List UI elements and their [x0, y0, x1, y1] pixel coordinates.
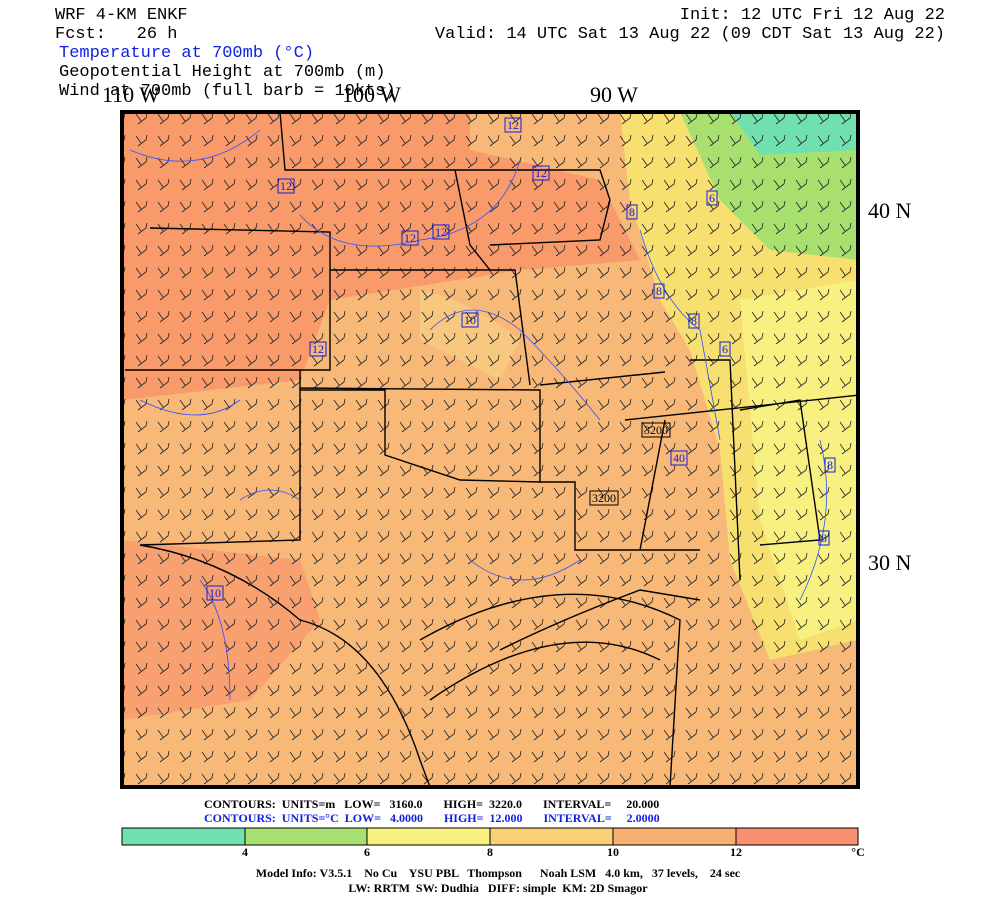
longitude-label: 90 W — [590, 82, 638, 107]
contour-label-box — [504, 117, 522, 133]
model-name: WRF 4-KM ENKF — [55, 6, 188, 25]
colorbar-label: 12 — [730, 845, 742, 859]
contour-label-box — [688, 313, 700, 329]
colorbar — [121, 827, 859, 846]
field-label: Wind at 700mb (full barb = 10kts) — [59, 82, 396, 101]
longitude-label: 100 W — [342, 82, 401, 107]
colorbar-label: 10 — [607, 845, 619, 859]
contour-label: 3200 — [644, 423, 668, 437]
longitude-label: 110 W — [102, 82, 160, 107]
contour-label: 8 — [691, 314, 697, 328]
contour-label-box — [653, 283, 665, 299]
contour-label: 8 — [827, 458, 833, 472]
temperature-contour-info: CONTOURS: UNITS=°C LOW= 4.0000 HIGH= 12.… — [204, 811, 660, 825]
map-frame — [120, 110, 860, 789]
contour-label: 8 — [821, 531, 827, 545]
init-time: Init: 12 UTC Fri 12 Aug 22 — [680, 6, 945, 25]
contour-label-box — [277, 178, 295, 194]
field-label: Geopotential Height at 700mb (m) — [59, 63, 385, 82]
contour-label: 8 — [629, 205, 635, 219]
contour-label: 8 — [656, 284, 662, 298]
contour-label: 6 — [709, 191, 715, 205]
colorbar-label: 8 — [487, 845, 493, 859]
contour-label: 6 — [722, 342, 728, 356]
latitude-label: 30 N — [868, 550, 912, 575]
contour-label-box — [532, 165, 550, 181]
contour-label: 3200 — [592, 491, 616, 505]
contour-label: 10 — [464, 313, 476, 327]
contour-label-box — [461, 312, 479, 328]
contour-label-box — [589, 490, 619, 506]
contour-label: 12 — [312, 342, 324, 356]
contour-label-box — [309, 341, 327, 357]
colorbar-label: °C — [851, 845, 864, 859]
contour-label: 12 — [507, 118, 519, 132]
contour-label-box — [824, 457, 836, 473]
contour-label-box — [641, 422, 671, 438]
contour-label-box — [670, 450, 688, 466]
contour-label-box — [401, 230, 419, 246]
forecast-hour: Fcst: 26 h — [55, 25, 177, 44]
valid-time: Valid: 14 UTC Sat 13 Aug 22 (09 CDT Sat … — [435, 25, 945, 44]
contour-label-box — [432, 224, 450, 240]
map-field — [122, 112, 858, 787]
latitude-label: 40 N — [868, 198, 912, 223]
contour-label: 12 — [404, 231, 416, 245]
contour-label: 40 — [673, 451, 685, 465]
colorbar-label: 6 — [364, 845, 370, 859]
contour-label: 10 — [209, 586, 221, 600]
height-contour-info: CONTOURS: UNITS=m LOW= 3160.0 HIGH= 3220… — [204, 797, 659, 811]
model-info: Model Info: V3.5.1 No Cu YSU PBL Thompso… — [256, 866, 741, 880]
contour-label: 12 — [535, 166, 547, 180]
physics-info: LW: RRTM SW: Dudhia DIFF: simple KM: 2D … — [348, 881, 648, 895]
field-label: Temperature at 700mb (°C) — [59, 44, 314, 63]
contour-label-box — [626, 204, 638, 220]
contour-label-box — [706, 190, 718, 206]
contour-label: 12 — [435, 225, 447, 239]
contour-label-box — [206, 585, 224, 601]
contour-label: 12 — [280, 179, 292, 193]
contour-label-box — [719, 341, 731, 357]
colorbar-label: 4 — [242, 845, 248, 859]
contour-label-box — [818, 530, 830, 546]
